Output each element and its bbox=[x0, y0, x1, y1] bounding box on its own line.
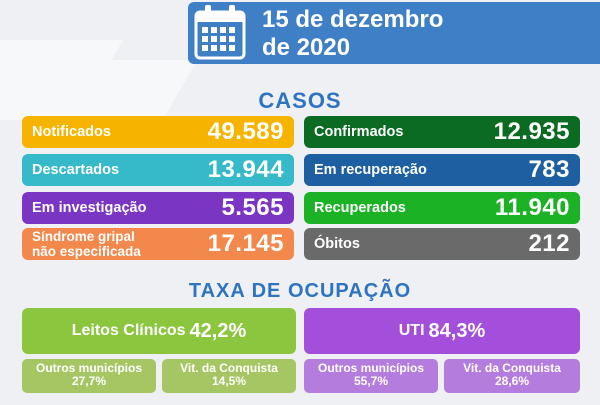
occupancy-section-title: TAXA DE OCUPAÇÃO bbox=[188, 280, 412, 302]
card-value: 49.589 bbox=[207, 118, 284, 145]
sub-value: 55,7% bbox=[353, 374, 389, 388]
sub-label: Vit. da Conquista bbox=[463, 361, 561, 375]
card-confirmados: Confirmados 12.935 bbox=[304, 116, 580, 148]
sub-value: 27,7% bbox=[71, 374, 107, 388]
leitos-label: Leitos Clínicos bbox=[71, 322, 186, 339]
card-notificados: Notificados 49.589 bbox=[22, 116, 294, 148]
sub-label: Outros municípios bbox=[35, 361, 142, 375]
cases-section-title: CASOS bbox=[258, 88, 342, 113]
uti-label: UTI bbox=[398, 322, 425, 339]
date-banner bbox=[188, 2, 600, 64]
sub-value: 28,6% bbox=[494, 374, 530, 388]
sub-value: 14,5% bbox=[211, 374, 247, 388]
card-label: Óbitos bbox=[314, 235, 360, 252]
calendar-icon bbox=[194, 5, 246, 60]
leitos-clinicos-card: Leitos Clínicos 42,2% bbox=[22, 308, 296, 354]
card-em-recuperacao: Em recuperação 783 bbox=[304, 154, 580, 186]
card-label: Confirmados bbox=[314, 123, 404, 140]
card-label: Síndrome gripal não especificada bbox=[32, 229, 141, 259]
sub-label: Outros municípios bbox=[317, 361, 424, 375]
date-line-2: de 2020 bbox=[262, 34, 351, 61]
uti-outros-municipios: Outros municípios 55,7% bbox=[304, 359, 438, 393]
date-line-1: 15 de dezembro bbox=[262, 6, 444, 33]
card-label: Em investigação bbox=[32, 199, 147, 216]
card-value: 11.940 bbox=[494, 194, 570, 221]
card-value: 783 bbox=[528, 156, 570, 183]
card-em-investigacao: Em investigação 5.565 bbox=[22, 192, 294, 224]
card-obitos: Óbitos 212 bbox=[304, 228, 580, 260]
card-value: 5.565 bbox=[221, 194, 284, 221]
uti-vit-da-conquista: Vit. da Conquista 28,6% bbox=[444, 359, 580, 393]
card-value: 17.145 bbox=[207, 230, 284, 257]
card-value: 212 bbox=[528, 230, 570, 257]
card-label: Recuperados bbox=[314, 199, 406, 216]
card-label: Em recuperação bbox=[314, 161, 427, 178]
leitos-outros-municipios: Outros municípios 27,7% bbox=[22, 359, 156, 393]
report-date: 15 de dezembro de 2020 bbox=[262, 6, 592, 62]
card-value: 13.944 bbox=[207, 156, 284, 183]
leitos-vit-da-conquista: Vit. da Conquista 14,5% bbox=[162, 359, 296, 393]
card-sindrome-gripal: Síndrome gripal não especificada 17.145 bbox=[22, 228, 294, 260]
card-label: Notificados bbox=[32, 123, 111, 140]
sub-label: Vit. da Conquista bbox=[180, 361, 278, 375]
card-recuperados: Recuperados 11.940 bbox=[304, 192, 580, 224]
uti-card: UTI 84,3% bbox=[304, 308, 580, 354]
card-label: Descartados bbox=[32, 161, 120, 178]
uti-value: 84,3% bbox=[428, 319, 486, 342]
card-value: 12.935 bbox=[493, 118, 570, 145]
leitos-value: 42,2% bbox=[189, 319, 247, 342]
card-descartados: Descartados 13.944 bbox=[22, 154, 294, 186]
